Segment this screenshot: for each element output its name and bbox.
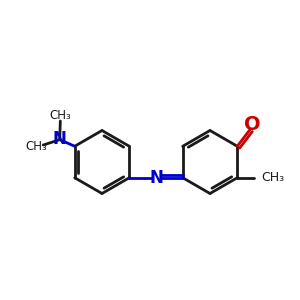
Text: O: O xyxy=(244,115,260,134)
Text: N: N xyxy=(149,169,163,187)
Text: CH₃: CH₃ xyxy=(26,140,47,153)
Text: N: N xyxy=(52,130,66,148)
Text: CH₃: CH₃ xyxy=(261,171,284,184)
Text: CH₃: CH₃ xyxy=(50,109,71,122)
